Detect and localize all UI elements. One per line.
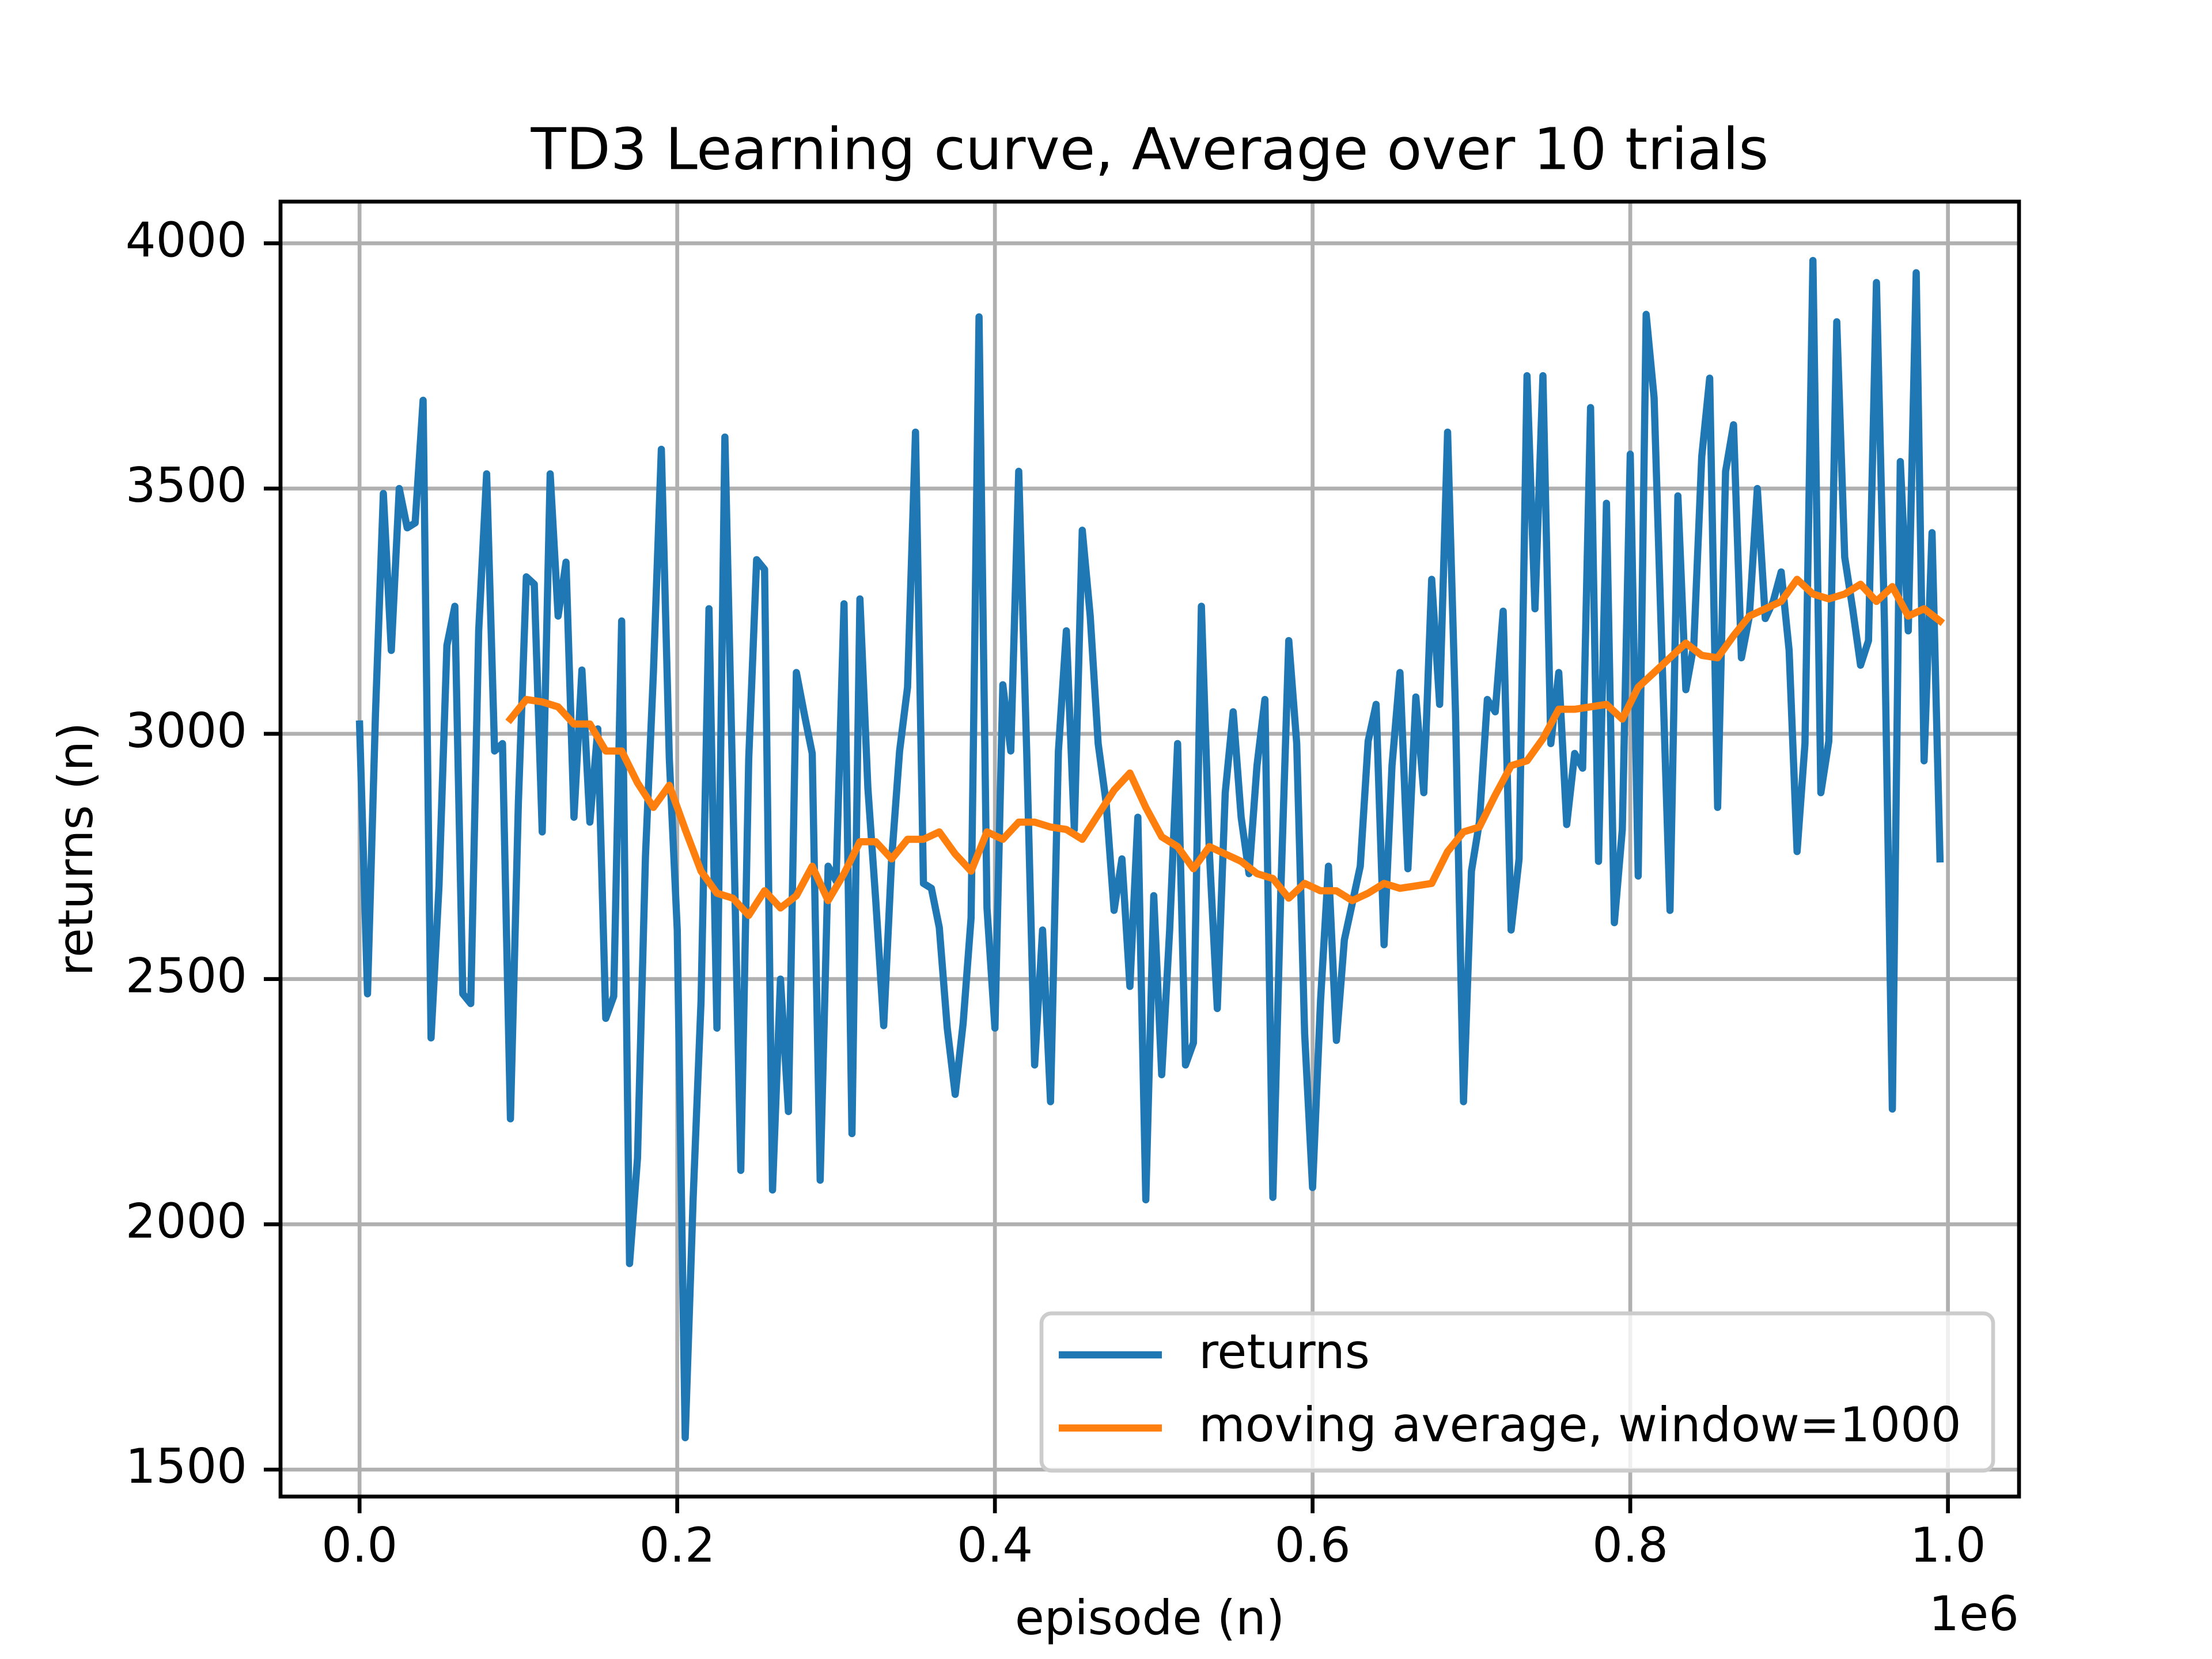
y-tick-label: 3500 xyxy=(126,457,247,513)
y-tick-label: 2500 xyxy=(126,948,247,1004)
x-tick-label: 1.0 xyxy=(1910,1517,1986,1573)
legend-box xyxy=(1039,1311,1995,1473)
legend: returns moving average, window=1000 xyxy=(1039,1311,1995,1473)
x-tick-label: 0.8 xyxy=(1592,1517,1668,1573)
x-axis-label: episode (n) xyxy=(1015,1590,1285,1646)
y-tick-label: 1500 xyxy=(126,1438,247,1494)
series-line xyxy=(355,256,1944,1442)
y-tick-label: 4000 xyxy=(126,212,247,268)
x-tick-label: 0.6 xyxy=(1275,1517,1351,1573)
x-offset-label: 1e6 xyxy=(1929,1586,2019,1642)
y-axis-label: returns (n) xyxy=(48,722,104,976)
y-tick-label: 2000 xyxy=(126,1193,247,1249)
x-tick-label: 0.0 xyxy=(321,1517,397,1573)
y-tick-label: 3000 xyxy=(126,703,247,759)
chart-title: TD3 Learning curve, Average over 10 tria… xyxy=(531,115,1769,183)
legend-label: moving average, window=1000 xyxy=(1199,1397,1961,1453)
x-tick-label: 0.4 xyxy=(957,1517,1033,1573)
x-tick-label: 0.2 xyxy=(639,1517,715,1573)
series-line xyxy=(505,575,1945,919)
plot-frame xyxy=(278,199,2021,1499)
legend-label: returns xyxy=(1199,1324,1370,1380)
